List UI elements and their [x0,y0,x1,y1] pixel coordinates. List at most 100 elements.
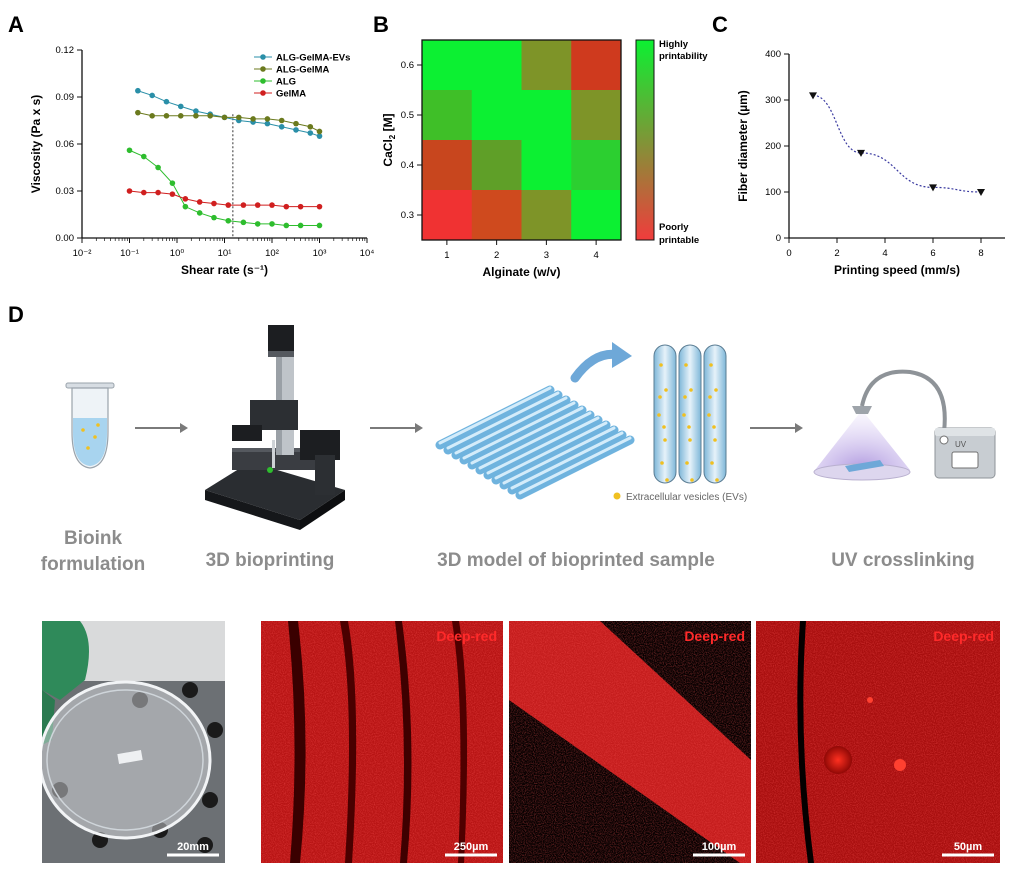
data-point [163,113,170,119]
fiber-strand [435,385,555,450]
data-point [278,117,285,124]
heatmap-cell [471,40,522,91]
x-axis-title: Alginate (w/v) [482,265,560,279]
data-point [155,164,161,171]
ev-dot [664,388,668,392]
data-point [193,108,199,114]
colorbar [635,39,655,241]
heatmap-cell [571,190,622,241]
panel-letter-a: A [8,12,24,37]
fiber-highlight [494,421,608,480]
fit-line [812,94,982,193]
fiber-highlight [462,401,576,460]
colorbar-bottom-label-1: Poorly [659,222,689,233]
heatmap-cell [471,190,522,241]
data-point [225,202,232,208]
ev-fiber-tube [653,344,677,484]
fiber-highlight [486,416,600,475]
data-point [269,202,275,208]
fiber-axes: 0 100 200 300 400 0 2 4 6 8 Printing speed (mm/s) F… [736,49,1005,277]
data-point [126,147,133,154]
y-tick-label: 300 [765,95,781,106]
viscosity-axes: 0.00 0.03 0.06 0.09 0.12 10⁻² 10⁻¹ 10⁰ 10¹ 10² 10³… [29,45,374,277]
x-tick-label: 10³ [313,248,327,259]
heatmap-cell [422,40,473,91]
heatmap-cell [471,140,522,191]
fiber-highlight [454,396,568,455]
fiber-highlight [510,431,624,490]
data-point [211,200,217,207]
step-label-uv: UV crosslinking [831,550,975,571]
uv-badge: UV [955,440,967,449]
data-point [135,87,141,94]
heatmap-cell [422,190,473,241]
data-point [155,189,161,196]
scale-bar-label: 250µm [454,841,489,853]
ev-dot [663,438,667,442]
arrow-icon [750,423,803,433]
y-tick-label: 0.00 [56,233,75,244]
ev-dot [715,478,719,482]
scale-bar-label: 20mm [177,841,209,853]
ev-fiber-tube [703,344,727,484]
data-point [240,202,247,208]
data-point [250,116,256,122]
data-point [254,202,261,208]
ev-legend-label: Extracellular vesicles (EVs) [626,492,747,503]
legend-marker [260,54,266,60]
data-point [283,222,290,229]
heatmap-cell [571,140,622,191]
data-point [316,133,323,139]
heatmap-axes: 1 2 3 4 0.6 0.5 0.4 0.3 Alginate (w/v) CaCl2 [M] [381,39,622,279]
fiber-strand [515,435,635,500]
x-tick-label: 3 [544,250,549,261]
fiber-highlight [446,391,560,450]
ev-dot [712,425,716,429]
ev-dot [690,478,694,482]
ev-dot [659,363,663,367]
printed-fibers-icon [435,385,635,500]
heatmap-cell [521,140,572,191]
data-point [182,203,189,210]
data-point [149,113,155,119]
data-point [809,92,817,100]
micrograph-ev-detail [756,621,1000,863]
fiber-highlight [518,436,632,495]
data-point [240,219,247,226]
data-point [297,222,304,229]
fiber-strand [459,400,579,465]
fiber-strand [443,390,563,455]
legend-marker [260,66,266,72]
heatmap-cell [422,140,473,191]
arrow-icon [370,423,423,433]
data-point [196,199,203,205]
heatmap-frame [421,39,622,241]
data-point [169,191,176,197]
data-point [264,116,271,122]
ev-dot [710,461,714,465]
data-point [225,217,232,224]
x-tick-label: 2 [494,250,499,261]
micrograph-overlays: 20mm Deep-red 250µm Deep-red 100µm Deep-red 50… [167,628,994,857]
x-tick-label: 8 [978,248,983,259]
heatmap-cell [521,190,572,241]
y-tick-label: 0.4 [401,160,414,171]
step-label-bioprinting: 3D bioprinting [206,550,335,571]
heatmap-cell [571,90,622,141]
ev-dot [713,438,717,442]
heatmap-cell [571,40,622,91]
step-label-3d-model: 3D model of bioprinted sample [437,550,715,571]
x-axis-title: Shear rate (s⁻¹) [181,263,268,277]
data-point [977,189,985,196]
data-point [149,92,155,99]
micrograph-label: Deep-red [684,628,745,644]
legend-entry: ALG-GelMA [276,65,329,76]
ev-dot [657,413,661,417]
heatmap-cell [521,90,572,141]
fiber-highlight [438,386,552,445]
ev-dot [688,438,692,442]
ev-fiber-tube [678,344,702,484]
data-point [169,180,176,186]
micrograph-label: Deep-red [436,628,497,644]
